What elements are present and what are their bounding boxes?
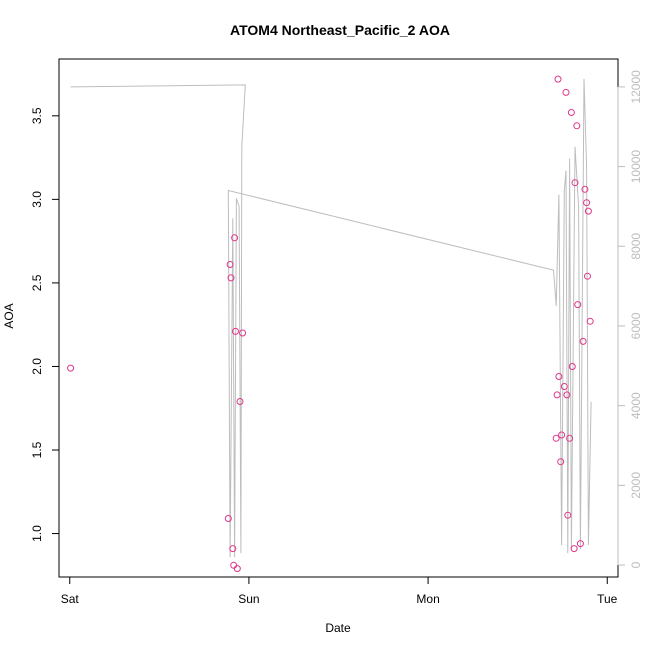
data-point <box>555 373 563 380</box>
data-point <box>229 545 237 553</box>
x-tick-label: Sun <box>238 592 259 606</box>
data-point <box>570 545 578 553</box>
y2-tick-label: 10000 <box>629 150 643 184</box>
data-point <box>232 327 239 335</box>
data-point <box>586 317 594 325</box>
y2-tick-label: 12000 <box>629 70 643 104</box>
data-point <box>576 540 584 548</box>
y-tick-label: 1.5 <box>30 441 44 458</box>
x-tick-label: Mon <box>416 592 439 606</box>
y-tick-label: 1.0 <box>30 525 44 542</box>
data-point <box>567 109 575 116</box>
x-axis-label: Date <box>325 621 351 635</box>
data-point <box>224 515 232 522</box>
y2-tick-label: 0 <box>629 561 643 568</box>
data-point <box>557 458 565 466</box>
data-point <box>233 565 241 573</box>
data-point <box>571 179 579 187</box>
y2-tick-label: 8000 <box>629 233 643 260</box>
y2-tick-label: 2000 <box>629 472 643 499</box>
data-point <box>562 88 570 96</box>
data-point <box>583 199 591 207</box>
data-point <box>227 274 235 282</box>
data-point <box>231 234 239 242</box>
y-tick-label: 2.5 <box>30 274 44 291</box>
y-axis-label: AOA <box>2 303 16 328</box>
data-point <box>552 434 560 442</box>
data-point <box>573 122 581 130</box>
data-point <box>239 329 247 337</box>
data-point <box>581 185 589 193</box>
line-series <box>70 78 592 558</box>
data-point <box>67 364 75 372</box>
line-series-path <box>70 78 592 558</box>
data-point <box>564 511 572 519</box>
data-point <box>236 398 244 405</box>
x-tick-label: Tue <box>597 592 618 606</box>
data-point <box>560 383 568 390</box>
y-tick-label: 3.0 <box>30 191 44 208</box>
chart-title: ATOM4 Northeast_Pacific_2 AOA <box>230 22 450 38</box>
data-point <box>574 301 582 309</box>
y-tick-label: 3.5 <box>30 107 44 124</box>
data-point <box>553 391 561 399</box>
data-point <box>558 431 566 439</box>
data-point <box>584 207 592 215</box>
y2-tick-label: 4000 <box>629 392 643 419</box>
y-tick-label: 2.0 <box>30 358 44 375</box>
plot-frame <box>58 58 619 578</box>
x-tick-label: Sat <box>61 592 80 606</box>
x-axis: Sat Sun Mon Tue <box>61 576 618 606</box>
data-point <box>563 391 571 399</box>
y-axis-left: 1.0 1.5 2.0 2.5 3.0 3.5 <box>30 107 60 542</box>
data-point <box>584 272 591 280</box>
data-point <box>566 434 574 442</box>
scatter-series <box>67 75 594 573</box>
y-axis-right: 0 2000 4000 6000 8000 10000 12000 <box>617 70 643 568</box>
y2-tick-label: 6000 <box>629 312 643 339</box>
data-point <box>226 261 234 268</box>
data-point <box>230 561 238 569</box>
data-point <box>554 75 562 83</box>
data-point <box>579 337 587 345</box>
data-point <box>568 363 576 370</box>
